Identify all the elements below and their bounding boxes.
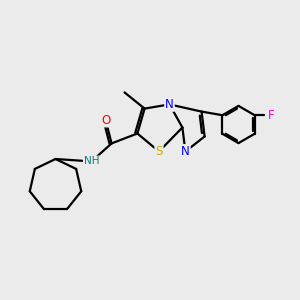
Text: N: N: [165, 98, 174, 111]
Text: NH: NH: [84, 156, 99, 167]
Text: N: N: [181, 145, 190, 158]
Text: O: O: [101, 113, 110, 127]
Text: S: S: [155, 145, 163, 158]
Text: F: F: [268, 109, 274, 122]
